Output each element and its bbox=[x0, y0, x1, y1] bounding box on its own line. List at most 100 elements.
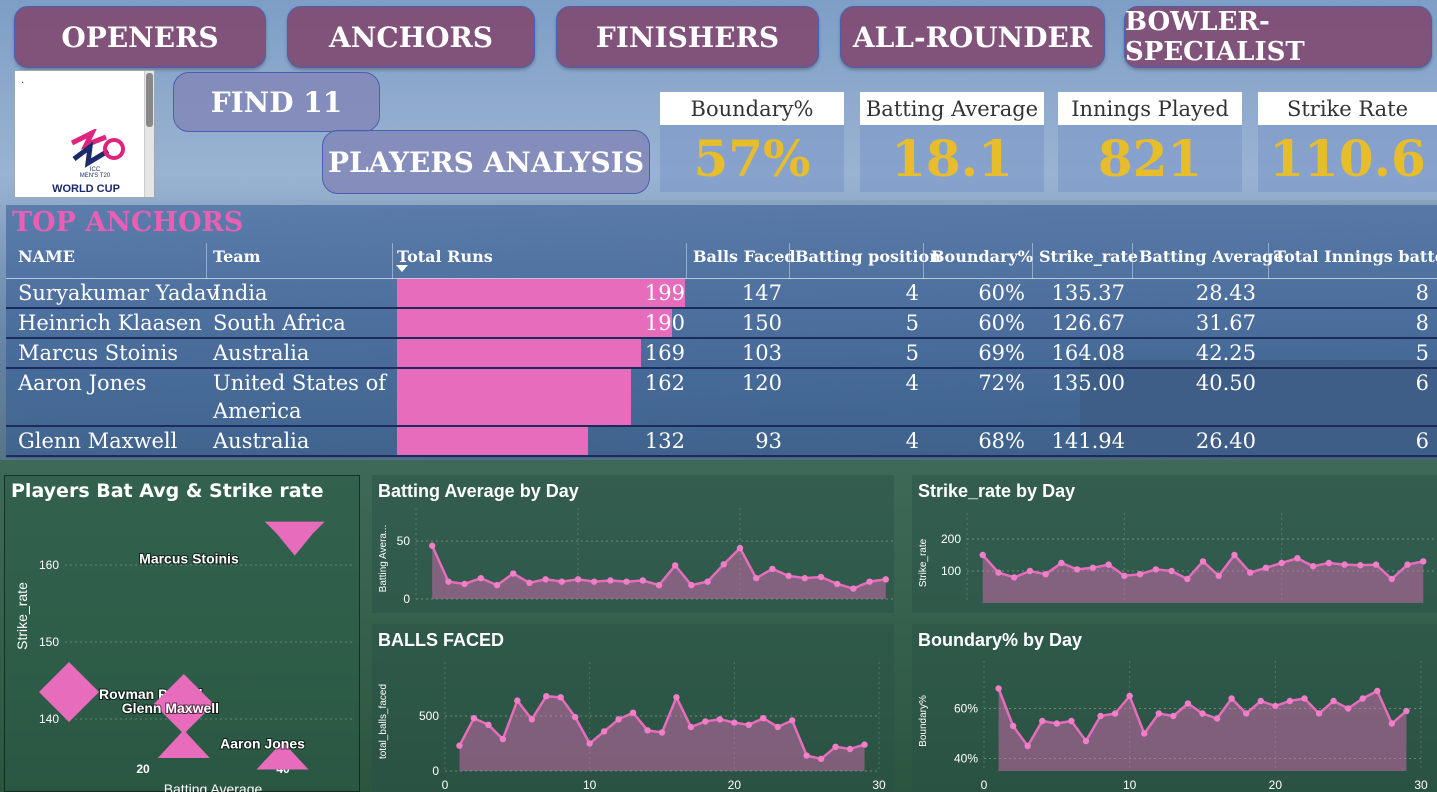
data-point bbox=[528, 716, 535, 723]
total-runs-bar bbox=[397, 279, 685, 307]
kpi-label: Innings Played bbox=[1058, 92, 1242, 125]
y-tick-label: 100 bbox=[941, 564, 961, 578]
table-row[interactable]: Glenn Maxwell Australia 132 93 4 68% 141.94 26.… bbox=[6, 427, 1437, 457]
anchors-button[interactable]: ANCHORS bbox=[287, 6, 535, 68]
data-point bbox=[866, 578, 873, 585]
y-axis-label: Batting Avera... bbox=[378, 525, 389, 593]
header-batting-position[interactable]: Batting position bbox=[795, 247, 941, 266]
bowler-specialist-button[interactable]: BOWLER-SPECIALIST bbox=[1124, 6, 1432, 68]
total-runs-bar bbox=[397, 369, 631, 425]
openers-button[interactable]: OPENERS bbox=[14, 6, 266, 68]
all-rounder-button[interactable]: ALL-ROUNDER bbox=[840, 6, 1105, 68]
header-team[interactable]: Team bbox=[213, 247, 261, 266]
x-tick-label: 10 bbox=[583, 778, 597, 792]
data-point bbox=[1404, 561, 1411, 568]
data-point bbox=[1168, 567, 1175, 575]
scatter-point-label: Glenn Maxwell bbox=[122, 700, 219, 716]
data-point bbox=[803, 752, 810, 759]
data-point bbox=[702, 718, 709, 725]
data-point bbox=[753, 574, 760, 582]
data-point bbox=[1152, 566, 1159, 573]
cell-balls-faced: 93 bbox=[755, 429, 782, 453]
cell-batting-average: 31.67 bbox=[1195, 311, 1256, 335]
kpi-innings-played: Innings Played 821 bbox=[1058, 92, 1242, 192]
data-point bbox=[1278, 559, 1285, 567]
scatter-point bbox=[256, 741, 309, 770]
cell-total-runs: 199 bbox=[644, 281, 685, 305]
y-tick-label: 60% bbox=[954, 702, 978, 716]
cell-total-runs: 169 bbox=[644, 341, 685, 365]
cell-strike-rate: 126.67 bbox=[1051, 311, 1125, 335]
data-point bbox=[607, 577, 614, 584]
data-point bbox=[1184, 700, 1192, 707]
data-point bbox=[470, 715, 478, 722]
x-tick-label: 30 bbox=[1414, 778, 1428, 792]
finishers-button[interactable]: FINISHERS bbox=[556, 6, 819, 68]
kpi-label: Batting Average bbox=[860, 92, 1044, 125]
cell-team-line2: America bbox=[213, 399, 302, 423]
y-tick-label: 160 bbox=[39, 558, 59, 572]
batting-average-chart[interactable]: 0 50 Batting Avera... bbox=[372, 475, 894, 613]
find-11-button[interactable]: FIND 11 bbox=[173, 72, 380, 132]
data-point bbox=[1388, 720, 1396, 727]
table-row[interactable]: Heinrich Klaasen South Africa 190 150 5 60% 12… bbox=[6, 309, 1437, 339]
y-tick-label: 0 bbox=[403, 592, 410, 606]
data-point bbox=[493, 581, 501, 589]
cell-batting-position: 4 bbox=[905, 371, 919, 395]
scatter-chart[interactable]: 1401501602040Batting AverageStrike_rateM… bbox=[5, 476, 361, 792]
sort-desc-icon[interactable] bbox=[396, 265, 408, 272]
cell-boundary: 68% bbox=[978, 429, 1025, 453]
kpi-strike-rate: Strike Rate 110.6 bbox=[1258, 92, 1437, 192]
header-strike-rate[interactable]: Strike_rate bbox=[1039, 247, 1139, 266]
logo-line3: WORLD CUP bbox=[52, 183, 120, 195]
total-runs-bar bbox=[397, 339, 641, 367]
data-point bbox=[510, 570, 517, 577]
data-point bbox=[1068, 717, 1075, 725]
logo-dot: . bbox=[21, 75, 25, 86]
chart-title: Batting Average by Day bbox=[378, 481, 579, 501]
data-point bbox=[1301, 695, 1308, 702]
cell-batting-average: 28.43 bbox=[1195, 281, 1256, 305]
x-tick-label: 20 bbox=[728, 778, 742, 792]
table-row[interactable]: Aaron Jones United States of 162 120 4 72% 135… bbox=[6, 369, 1437, 427]
header-batting-average[interactable]: Batting Average bbox=[1139, 247, 1284, 266]
cell-strike-rate: 135.00 bbox=[1051, 371, 1125, 395]
table-row[interactable]: Suryakumar Yadav India 199 147 4 60% 135.37 28.… bbox=[6, 279, 1437, 309]
tournament-logo: . ICC MEN'S T20 WORLD CUP bbox=[14, 70, 155, 198]
data-point bbox=[1105, 561, 1112, 568]
strike-rate-chart[interactable]: 100 200 Strike_rate bbox=[912, 475, 1437, 613]
table-row[interactable]: Marcus Stoinis Australia 169 103 5 69% 164.08 4… bbox=[6, 339, 1437, 369]
logo-scrollbar[interactable] bbox=[144, 71, 154, 197]
header-balls-faced[interactable]: Balls Faced bbox=[693, 247, 796, 266]
kpi-label: Strike Rate bbox=[1258, 92, 1437, 125]
header-innings[interactable]: Total Innings batted bbox=[1274, 247, 1437, 266]
cell-balls-faced: 120 bbox=[741, 371, 782, 395]
y-tick-label: 40% bbox=[954, 752, 978, 766]
chart-title: Boundary% by Day bbox=[918, 630, 1083, 650]
header-name[interactable]: NAME bbox=[18, 247, 75, 266]
chart-title: Strike_rate by Day bbox=[918, 481, 1076, 501]
data-point bbox=[456, 742, 463, 749]
batting-average-by-day-panel: Batting Average by Day 0 50 Batting Avera.… bbox=[372, 475, 894, 613]
data-point bbox=[979, 551, 986, 559]
data-point bbox=[572, 713, 579, 721]
data-point bbox=[1344, 705, 1352, 712]
data-point bbox=[639, 577, 646, 584]
data-point bbox=[644, 727, 651, 734]
y-tick-label: 500 bbox=[419, 709, 439, 723]
data-point bbox=[995, 685, 1002, 692]
cell-name: Suryakumar Yadav bbox=[18, 281, 219, 305]
boundary-chart[interactable]: 40% 60% 0 10 20 30 Boundary% bbox=[912, 624, 1437, 792]
cell-innings: 5 bbox=[1415, 341, 1429, 365]
strike-rate-by-day-panel: Strike_rate by Day 100 200 Strike_rate bbox=[912, 475, 1437, 613]
data-point bbox=[1170, 712, 1177, 720]
cell-team: South Africa bbox=[213, 311, 346, 335]
balls-faced-chart[interactable]: 0 500 0 10 20 30 total_balls_faced bbox=[372, 624, 894, 792]
series-area bbox=[998, 688, 1407, 771]
cell-batting-position: 4 bbox=[905, 281, 919, 305]
header-total-runs[interactable]: Total Runs bbox=[397, 247, 493, 266]
boundary-by-day-panel: Boundary% by Day 40% 60% 0 10 20 30 Boundary% bbox=[912, 624, 1437, 792]
players-analysis-button[interactable]: PLAYERS ANALYSIS bbox=[322, 130, 650, 194]
header-boundary[interactable]: Boundary% bbox=[931, 247, 1033, 266]
data-point bbox=[817, 573, 825, 581]
